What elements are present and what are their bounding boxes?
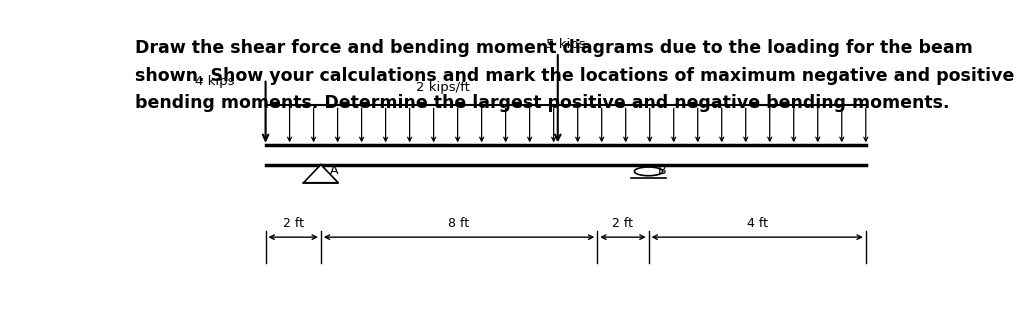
Circle shape	[635, 167, 662, 176]
FancyBboxPatch shape	[266, 145, 866, 165]
Text: Draw the shear force and bending moment diagrams due to the loading for the beam: Draw the shear force and bending moment …	[136, 39, 973, 57]
Text: A: A	[329, 164, 338, 176]
Text: 5 kips: 5 kips	[546, 38, 586, 51]
Text: 2 kips/ft: 2 kips/ft	[417, 81, 470, 94]
Text: shown. Show your calculations and mark the locations of maximum negative and pos: shown. Show your calculations and mark t…	[136, 67, 1015, 85]
Text: 2 ft: 2 ft	[612, 217, 634, 230]
Text: bending moments. Determine the largest positive and negative bending moments.: bending moments. Determine the largest p…	[136, 95, 950, 112]
Text: 4 ft: 4 ft	[747, 217, 767, 230]
Text: 8 ft: 8 ft	[448, 217, 470, 230]
Polygon shape	[304, 165, 338, 183]
Text: 2 ft: 2 ft	[282, 217, 304, 230]
Text: 4 kips: 4 kips	[195, 75, 234, 88]
Text: B: B	[657, 164, 665, 176]
